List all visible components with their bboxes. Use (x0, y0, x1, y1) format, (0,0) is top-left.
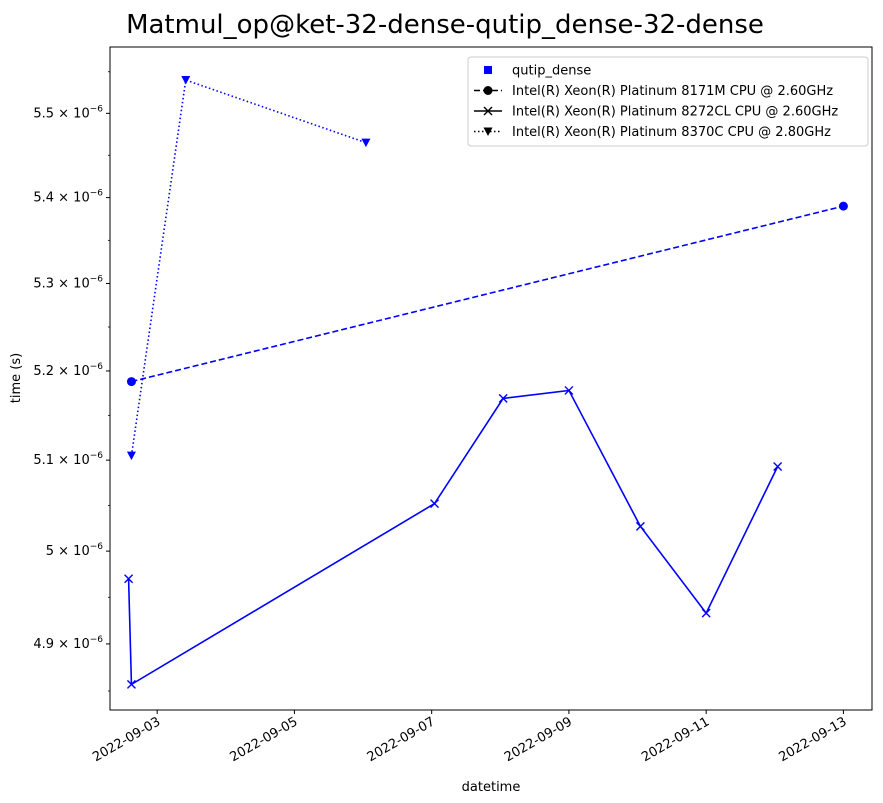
y-tick-exponent: −6 (90, 189, 104, 199)
legend-box (467, 56, 869, 147)
data-point (181, 76, 191, 85)
y-tick-label: 4.9 × 10−6 (33, 635, 103, 652)
legend-marker (483, 106, 493, 116)
y-tick-times: × 10 (54, 276, 90, 291)
y-tick-mantissa: 5.3 (33, 276, 54, 291)
legend-entry: qutip_dense (484, 64, 591, 79)
x-tick-label: 2022-09-03 (90, 714, 163, 765)
data-point (564, 385, 574, 395)
y-tick-mantissa: 5.4 (33, 191, 54, 206)
series-line (130, 78, 367, 456)
y-tick-mantissa: 5.2 (33, 364, 54, 379)
legend-entry: Intel(R) Xeon(R) Platinum 8272CL CPU @ 2… (474, 105, 838, 120)
y-tick-times: × 10 (54, 637, 90, 652)
axes-layer: 2022-09-03 2022-09-05 2022-09-07 2022-09-09… (33, 71, 849, 765)
legend-marker (483, 127, 493, 136)
legend-label: Intel(R) Xeon(R) Platinum 8272CL CPU @ 2… (512, 105, 838, 120)
y-tick-times: × 10 (54, 191, 90, 206)
legend: qutip_dense Intel(R) Xeon(R) Platinum 817… (467, 56, 869, 147)
x-axis-label: datetime (462, 780, 521, 795)
series-0 (126, 201, 848, 387)
y-tick-label: 5.2 × 10−6 (33, 362, 103, 379)
data-point (124, 574, 134, 584)
data-point (838, 201, 848, 211)
y-tick-exponent: −6 (90, 362, 104, 372)
y-tick-mantissa: 5 (46, 544, 54, 559)
data-point (126, 451, 136, 461)
legend-label: qutip_dense (512, 64, 591, 79)
y-tick-times: × 10 (54, 364, 90, 379)
chart-title: Matmul_op@ket-32-dense-qutip_dense-32-de… (126, 10, 764, 40)
legend-label: Intel(R) Xeon(R) Platinum 8171M CPU @ 2.… (512, 84, 833, 99)
y-tick-label: 5.5 × 10−6 (33, 104, 103, 121)
y-tick-label: 5.3 × 10−6 (33, 274, 103, 291)
series-2 (126, 76, 371, 461)
y-tick-label: 5.1 × 10−6 (33, 451, 103, 468)
y-axis-label: time (s) (9, 353, 24, 403)
data-point (498, 393, 508, 403)
y-tick-exponent: −6 (90, 451, 104, 461)
y-tick-label: 5.4 × 10−6 (33, 189, 103, 206)
y-tick-label: 5 × 10−6 (46, 542, 104, 559)
data-point (701, 608, 711, 618)
series-1 (124, 385, 783, 689)
y-tick-exponent: −6 (90, 635, 104, 645)
legend-entry: Intel(R) Xeon(R) Platinum 8171M CPU @ 2.… (474, 84, 833, 99)
legend-marker (484, 66, 492, 74)
y-tick-mantissa: 4.9 (33, 637, 54, 652)
y-tick-times: × 10 (54, 453, 90, 468)
x-tick-label: 2022-09-13 (776, 714, 849, 765)
y-tick-mantissa: 5.1 (33, 453, 54, 468)
plot-area (124, 76, 848, 689)
y-tick-times: × 10 (54, 544, 90, 559)
series-line (127, 389, 779, 686)
data-point (773, 461, 783, 471)
legend-entry: Intel(R) Xeon(R) Platinum 8370C CPU @ 2.… (474, 125, 831, 140)
y-tick-exponent: −6 (90, 542, 104, 552)
x-tick-label: 2022-09-09 (502, 714, 575, 765)
data-point (361, 138, 371, 148)
y-tick-exponent: −6 (90, 274, 104, 284)
legend-marker (483, 86, 493, 95)
axes-frame (109, 46, 873, 711)
series-line (131, 205, 844, 383)
data-point (126, 377, 136, 387)
x-tick-label: 2022-09-05 (227, 714, 300, 765)
data-point (430, 499, 440, 509)
y-tick-times: × 10 (54, 106, 90, 121)
x-tick-label: 2022-09-11 (639, 714, 712, 765)
data-point (126, 679, 136, 689)
y-tick-exponent: −6 (90, 104, 104, 114)
data-point (635, 521, 645, 531)
legend-label: Intel(R) Xeon(R) Platinum 8370C CPU @ 2.… (512, 125, 831, 140)
y-tick-mantissa: 5.5 (33, 106, 54, 121)
x-tick-label: 2022-09-07 (365, 714, 438, 765)
